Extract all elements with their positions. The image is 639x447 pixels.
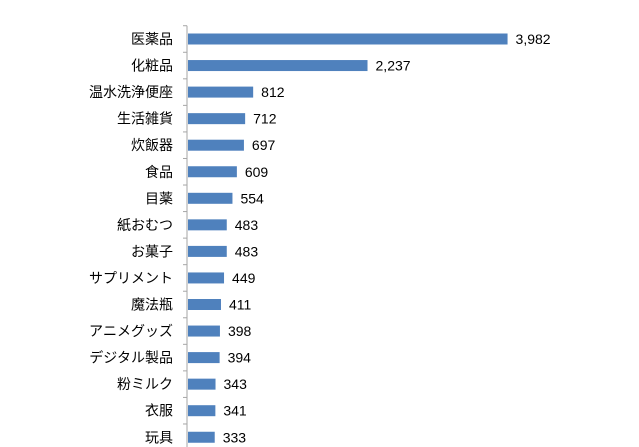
category-label: 食品	[145, 164, 173, 181]
category-label: アニメグッズ	[89, 324, 173, 340]
category-label: 魔法瓶	[131, 298, 173, 314]
bars-group	[188, 33, 508, 443]
category-label: 衣服	[145, 404, 173, 420]
value-label: 712	[253, 111, 277, 127]
y-axis-ticks	[183, 25, 187, 425]
value-label: 411	[229, 297, 252, 313]
bar	[188, 219, 227, 231]
bar	[188, 299, 221, 310]
value-label: 697	[252, 137, 276, 153]
value-label: 483	[235, 243, 259, 259]
category-label: お菓子	[131, 244, 173, 260]
value-label: 398	[228, 323, 252, 339]
bar	[188, 33, 508, 45]
category-label: 紙おむつ	[117, 218, 173, 234]
value-label: 2,237	[376, 58, 411, 74]
bar	[188, 431, 215, 443]
bar	[188, 139, 244, 151]
bar	[188, 192, 233, 204]
value-label: 609	[245, 164, 269, 180]
category-label: デジタル製品	[89, 350, 173, 367]
bar	[188, 245, 227, 257]
value-label: 554	[240, 190, 264, 206]
category-label: 温水洗浄便座	[89, 85, 173, 101]
bar	[188, 166, 237, 178]
category-label: 目薬	[145, 191, 173, 207]
category-labels: 医薬品化粧品温水洗浄便座生活雑貨炊飯器食品目薬紙おむつお菓子サプリメント魔法瓶ア…	[89, 32, 173, 446]
bar	[188, 352, 220, 364]
value-label: 333	[223, 429, 247, 445]
value-label: 394	[228, 350, 252, 366]
bar	[188, 325, 220, 337]
category-label: 粉ミルク	[117, 377, 173, 393]
value-label: 341	[223, 403, 247, 419]
bar	[188, 378, 216, 390]
bar	[188, 272, 225, 284]
value-label: 3,982	[516, 31, 551, 47]
bar	[188, 60, 368, 72]
value-label: 449	[232, 270, 256, 286]
category-label: 化粧品	[131, 59, 173, 75]
value-label: 483	[235, 217, 259, 233]
value-label: 343	[224, 376, 248, 392]
category-label: 炊飯器	[131, 137, 173, 154]
category-label: 玩具	[145, 430, 173, 446]
value-label: 812	[261, 84, 285, 100]
category-label: 生活雑貨	[117, 111, 173, 128]
value-labels: 3,982 2,237 812 712 697 609 554 483 483 449 411 398…	[223, 31, 551, 445]
category-label: サプリメント	[89, 271, 173, 287]
bar	[188, 86, 254, 98]
category-label: 医薬品	[131, 32, 173, 48]
bar	[188, 113, 246, 125]
bar	[188, 405, 216, 417]
